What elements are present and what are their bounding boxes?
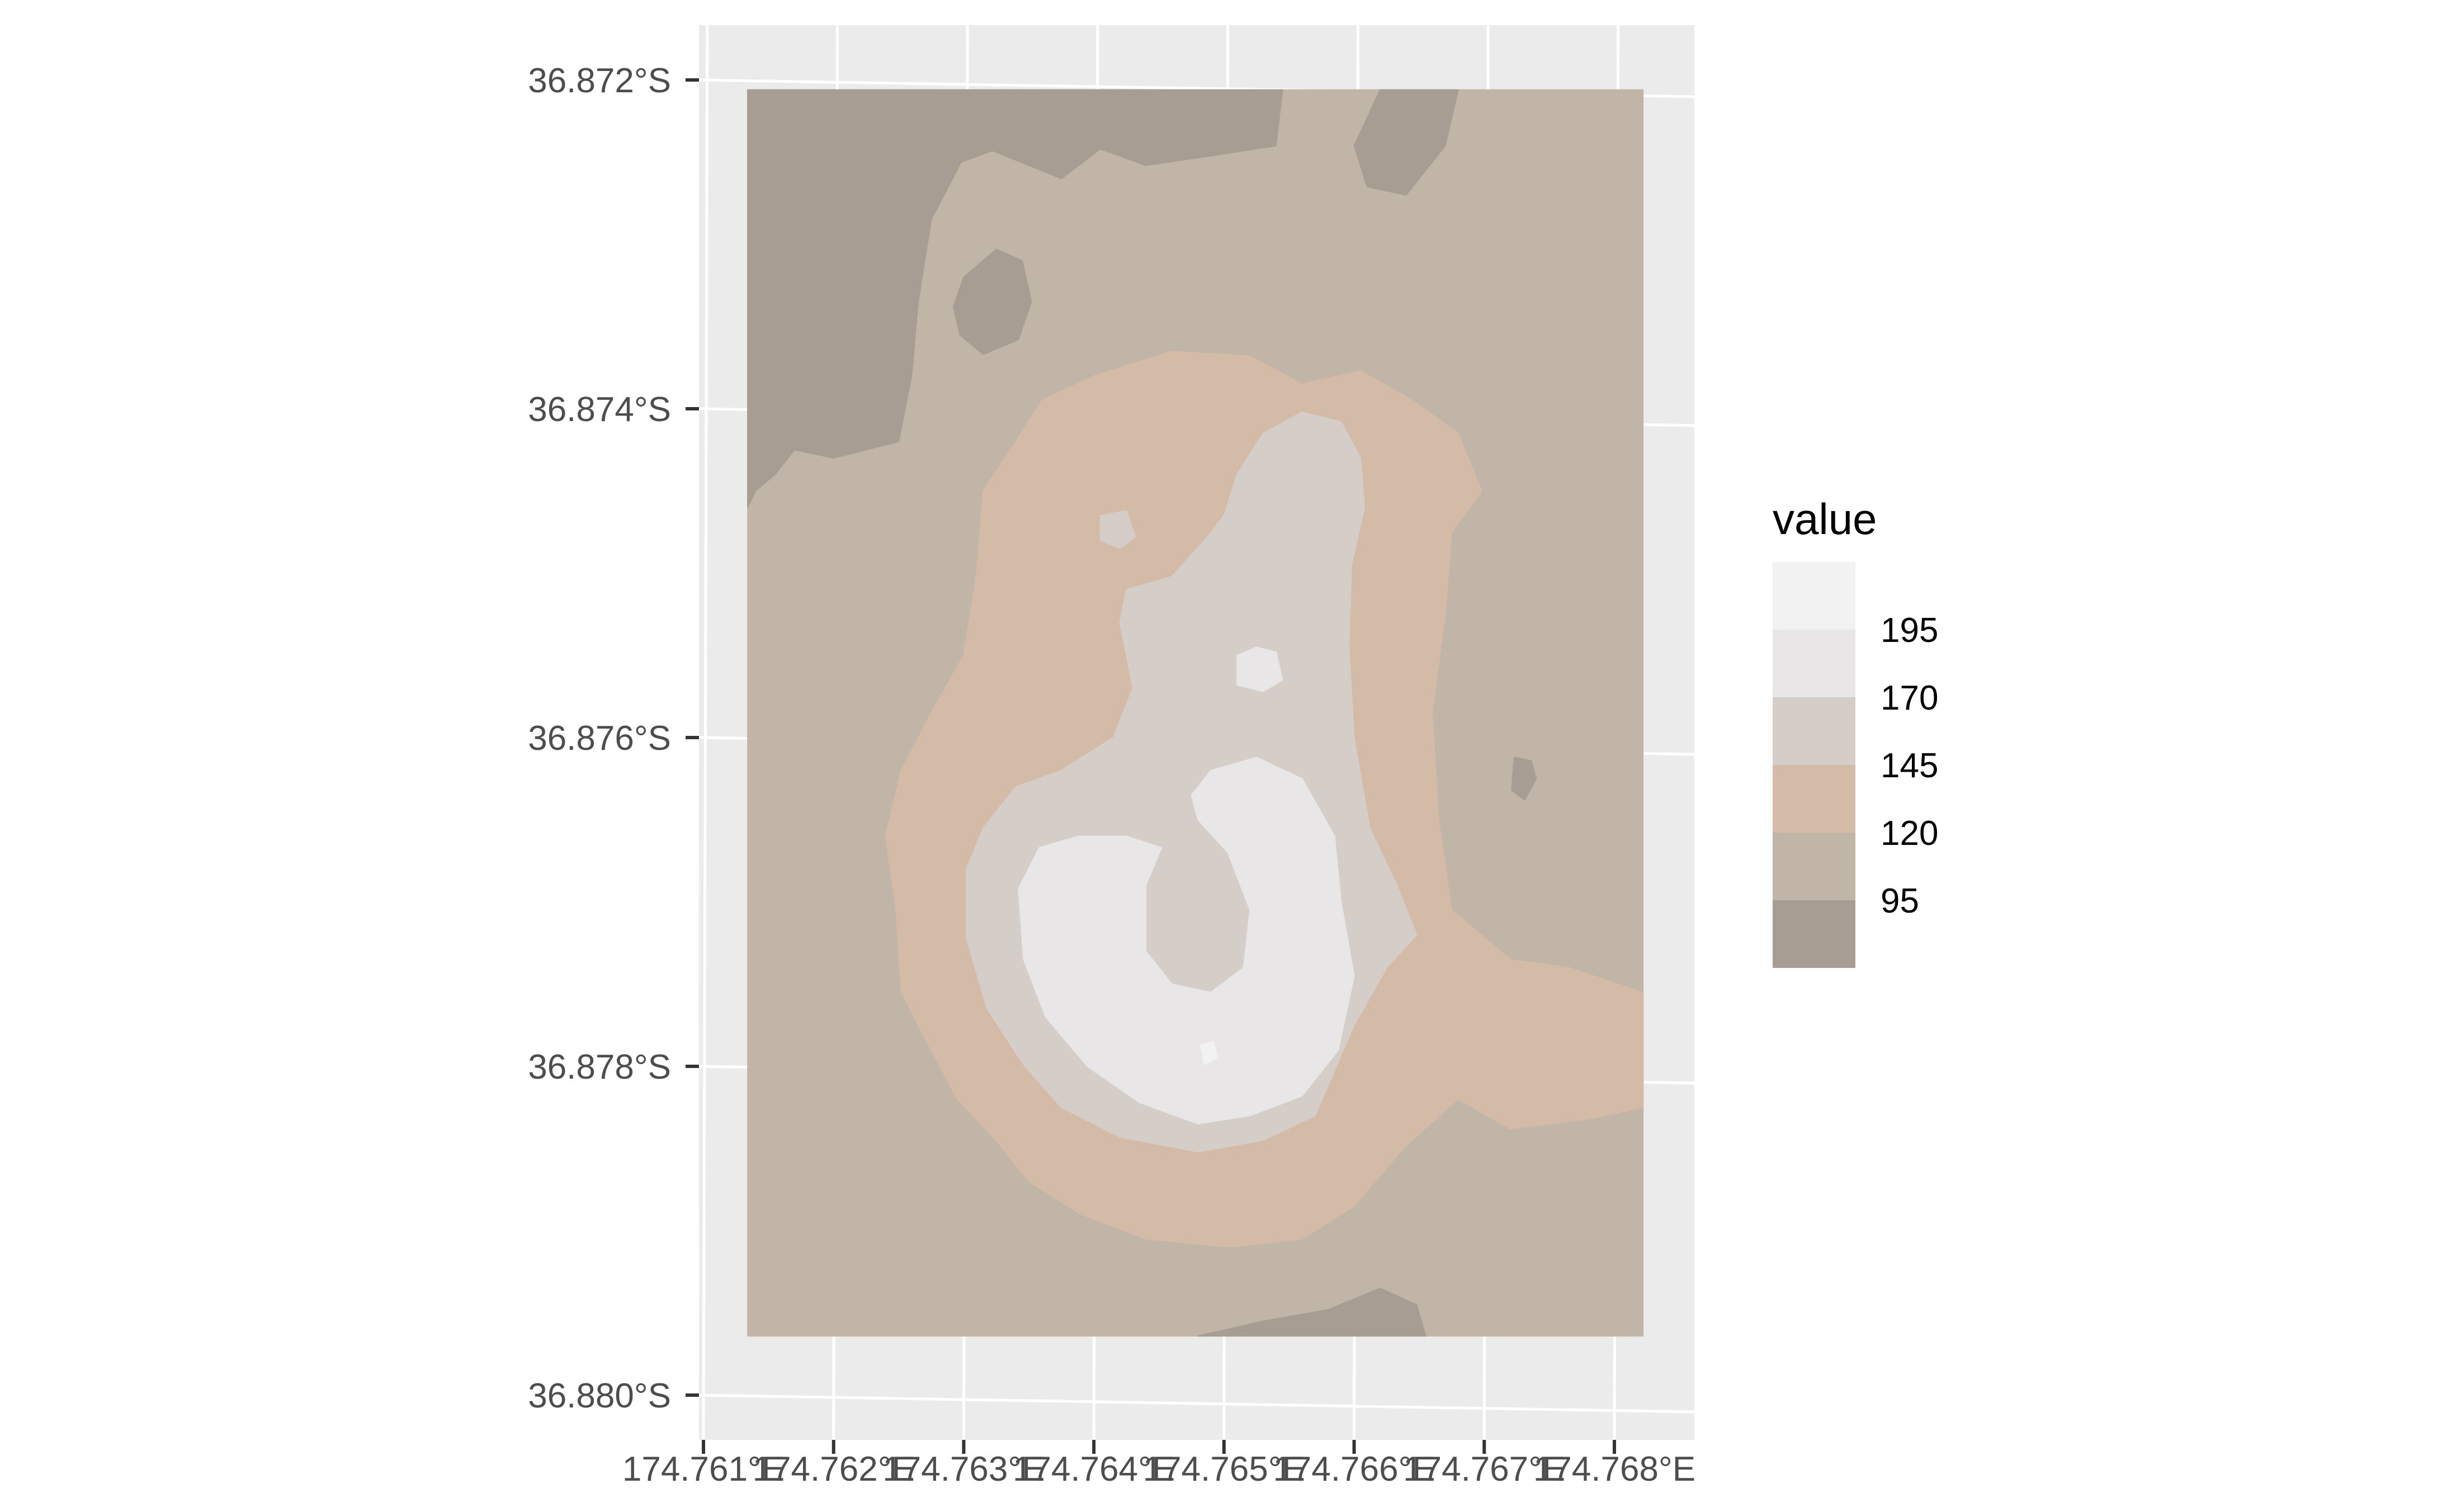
x-gridline	[702, 25, 709, 1440]
legend-label: 170	[1881, 679, 1938, 717]
raster-heatmap	[747, 89, 1644, 1337]
raster-region-north-low	[1353, 89, 1459, 196]
legend-key	[1773, 833, 1855, 900]
legend-label: 145	[1881, 746, 1938, 785]
y-gridline	[698, 1393, 1695, 1414]
legend-title: value	[1773, 494, 1877, 544]
x-tick-label: 174.762°E	[753, 1450, 915, 1489]
legend-key	[1773, 765, 1855, 833]
y-tick-label: 36.872°S	[528, 62, 671, 100]
raster-region-northwest-low	[747, 89, 1283, 508]
x-tick-label: 174.764°E	[1013, 1450, 1175, 1489]
y-axis: 36.872°S 36.874°S 36.876°S 36.878°S 36.880°S	[528, 62, 699, 1415]
y-tick-label: 36.880°S	[528, 1377, 671, 1415]
legend: value 195 170 145 120 95	[1773, 494, 1938, 968]
raster-region-east-low	[1511, 757, 1537, 801]
y-tick-label: 36.876°S	[528, 719, 671, 758]
legend-key	[1773, 562, 1855, 630]
x-tick-label: 174.767°E	[1403, 1450, 1565, 1489]
raster-region-small-peak-west	[1099, 510, 1136, 549]
legend-key	[1773, 630, 1855, 697]
x-tick-label: 174.766°E	[1273, 1450, 1435, 1489]
x-tick-label: 174.768°E	[1533, 1450, 1695, 1489]
x-tick-label: 174.765°E	[1143, 1450, 1305, 1489]
legend-key	[1773, 697, 1855, 765]
y-tick-label: 36.874°S	[528, 390, 671, 429]
raster-region-small-peak-south	[1200, 1041, 1218, 1066]
legend-label: 95	[1881, 882, 1919, 920]
raster-region-south-low	[1197, 1287, 1426, 1337]
legend-keys: 195 170 145 120 95	[1773, 562, 1938, 968]
y-tick-label: 36.878°S	[528, 1048, 671, 1086]
x-tick-label: 174.761°E	[622, 1450, 785, 1489]
raster-region-small-peak-center	[1236, 646, 1283, 692]
raster-region-summit-crater	[1018, 757, 1355, 1124]
legend-label: 120	[1881, 814, 1938, 853]
legend-key	[1773, 900, 1855, 968]
raster-region-small-hill-low	[952, 248, 1032, 355]
legend-label: 195	[1881, 611, 1938, 650]
x-axis: 174.761°E174.762°E174.763°E174.764°E174.…	[622, 1440, 1695, 1489]
x-tick-label: 174.763°E	[882, 1450, 1045, 1489]
